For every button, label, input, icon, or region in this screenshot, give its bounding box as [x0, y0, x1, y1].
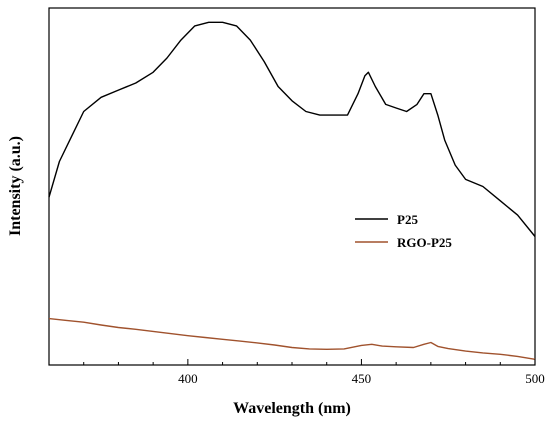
plot-frame: [48, 7, 536, 366]
legend: P25 RGO-P25: [355, 212, 452, 250]
legend-label-p25: P25: [397, 212, 418, 227]
x-tick-label: 450: [352, 371, 372, 386]
x-axis-title: Wavelength (nm): [233, 400, 351, 417]
y-axis-title: Intensity (a.u.): [7, 136, 24, 236]
legend-label-rgo-p25: RGO-P25: [397, 235, 452, 250]
x-tick-label: 400: [178, 371, 198, 386]
x-axis-ticks: 400 450 500: [48, 359, 545, 386]
series-line-rgo-p25: [48, 317, 536, 360]
series-line-p25: [48, 21, 536, 237]
x-tick-label: 500: [525, 371, 545, 386]
